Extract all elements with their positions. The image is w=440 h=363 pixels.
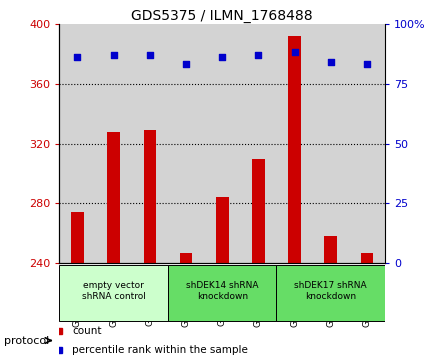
Bar [107,131,120,264]
Point [327,59,334,65]
Bar [95,24,132,264]
Text: shDEK14 shRNA
knockdown: shDEK14 shRNA knockdown [186,281,258,301]
Point [255,52,262,58]
FancyBboxPatch shape [168,265,276,321]
Bar [349,24,385,264]
Text: empty vector
shRNA control: empty vector shRNA control [82,281,146,301]
Point [291,49,298,55]
Bar [143,130,156,264]
Bar [324,236,337,264]
Bar [168,24,204,264]
Bar [276,24,313,264]
Bar [288,36,301,264]
FancyBboxPatch shape [276,265,385,321]
Bar [180,253,192,264]
Bar [361,253,373,264]
Point [110,52,117,58]
FancyBboxPatch shape [59,265,168,321]
Bar [71,212,84,264]
Point [147,52,154,58]
Bar [132,24,168,264]
Text: count: count [73,326,102,336]
Bar [59,24,95,264]
Bar [216,197,228,264]
Title: GDS5375 / ILMN_1768488: GDS5375 / ILMN_1768488 [132,9,313,23]
Point [219,54,226,60]
Point [363,61,370,67]
Point [74,54,81,60]
Bar [252,159,265,264]
Bar [204,24,240,264]
Text: protocol: protocol [4,335,50,346]
Bar [313,24,349,264]
Text: percentile rank within the sample: percentile rank within the sample [73,345,248,355]
Text: shDEK17 shRNA
knockdown: shDEK17 shRNA knockdown [294,281,367,301]
Bar [240,24,276,264]
Point [183,61,190,67]
